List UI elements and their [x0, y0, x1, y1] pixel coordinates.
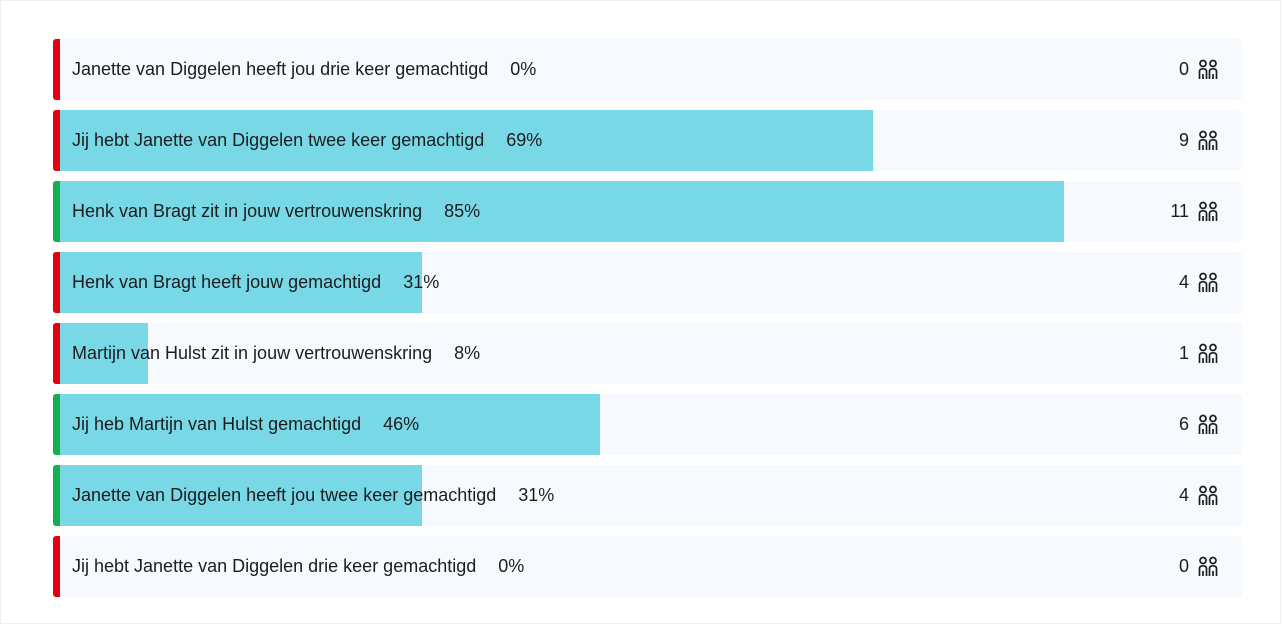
people-icon [1198, 343, 1218, 365]
result-row[interactable]: Jij heb Martijn van Hulst gemachtigd 46% … [53, 394, 1242, 455]
result-percent: 46% [383, 414, 420, 434]
vote-count: 6 [1179, 394, 1218, 455]
result-percent: 31% [518, 485, 555, 505]
people-icon [1198, 556, 1218, 578]
result-row[interactable]: Henk van Bragt heeft jouw gemachtigd 31% … [53, 252, 1242, 313]
vote-count: 4 [1179, 252, 1218, 313]
result-percent: 0% [498, 556, 525, 576]
result-label: Jij hebt Janette van Diggelen twee keer … [72, 110, 542, 171]
vote-count: 0 [1179, 536, 1218, 597]
status-marker [53, 394, 60, 455]
result-label: Jij hebt Janette van Diggelen drie keer … [72, 536, 524, 597]
result-label: Martijn van Hulst zit in jouw vertrouwen… [72, 323, 480, 384]
vote-count-value: 4 [1178, 485, 1189, 505]
result-bar [53, 110, 874, 171]
result-row[interactable]: Jij hebt Janette van Diggelen drie keer … [53, 536, 1242, 597]
vote-count: 4 [1179, 465, 1218, 526]
vote-count: 0 [1179, 39, 1218, 100]
result-row[interactable]: Henk van Bragt zit in jouw vertrouwenskr… [53, 181, 1242, 242]
status-marker [53, 110, 60, 171]
result-text: Jij hebt Janette van Diggelen drie keer … [72, 556, 477, 576]
status-marker [53, 39, 60, 100]
people-icon [1198, 414, 1218, 436]
vote-count-value: 0 [1178, 556, 1189, 576]
results-list: Janette van Diggelen heeft jou drie keer… [53, 39, 1242, 607]
result-text: Jij heb Martijn van Hulst gemachtigd [72, 414, 362, 434]
people-icon [1198, 201, 1218, 223]
result-percent: 31% [403, 272, 440, 292]
people-icon [1198, 59, 1218, 81]
result-row[interactable]: Janette van Diggelen heeft jou twee keer… [53, 465, 1242, 526]
vote-count-value: 1 [1178, 343, 1189, 363]
status-marker [53, 323, 60, 384]
result-bar [53, 323, 149, 384]
vote-count-value: 9 [1178, 130, 1189, 150]
result-row[interactable]: Martijn van Hulst zit in jouw vertrouwen… [53, 323, 1242, 384]
result-percent: 69% [506, 130, 543, 150]
result-percent: 0% [510, 59, 537, 79]
result-text: Martijn van Hulst zit in jouw vertrouwen… [72, 343, 433, 363]
vote-count: 11 [1170, 181, 1218, 242]
result-text: Henk van Bragt zit in jouw vertrouwenskr… [72, 201, 423, 221]
result-bar [53, 394, 600, 455]
result-row[interactable]: Janette van Diggelen heeft jou drie keer… [53, 39, 1242, 100]
people-icon [1198, 272, 1218, 294]
result-label: Janette van Diggelen heeft jou twee keer… [72, 465, 554, 526]
result-label: Jij heb Martijn van Hulst gemachtigd 46% [72, 394, 419, 455]
vote-count: 1 [1179, 323, 1218, 384]
result-row[interactable]: Jij hebt Janette van Diggelen twee keer … [53, 110, 1242, 171]
result-text: Henk van Bragt heeft jouw gemachtigd [72, 272, 382, 292]
result-label: Janette van Diggelen heeft jou drie keer… [72, 39, 536, 100]
result-percent: 8% [454, 343, 481, 363]
vote-count-value: 6 [1178, 414, 1189, 434]
people-icon [1198, 130, 1218, 152]
result-bar [53, 252, 422, 313]
status-marker [53, 465, 60, 526]
status-marker [53, 252, 60, 313]
vote-count-value: 0 [1178, 59, 1189, 79]
vote-count-value: 11 [1170, 201, 1189, 221]
vote-count-value: 4 [1178, 272, 1189, 292]
result-percent: 85% [444, 201, 481, 221]
result-text: Janette van Diggelen heeft jou drie keer… [72, 59, 489, 79]
status-marker [53, 536, 60, 597]
result-text: Janette van Diggelen heeft jou twee keer… [72, 485, 497, 505]
result-text: Jij hebt Janette van Diggelen twee keer … [72, 130, 485, 150]
result-label: Henk van Bragt heeft jouw gemachtigd 31% [72, 252, 439, 313]
status-marker [53, 181, 60, 242]
vote-count: 9 [1179, 110, 1218, 171]
people-icon [1198, 485, 1218, 507]
result-bar [53, 181, 1064, 242]
result-label: Henk van Bragt zit in jouw vertrouwenskr… [72, 181, 480, 242]
result-bar [53, 465, 422, 526]
